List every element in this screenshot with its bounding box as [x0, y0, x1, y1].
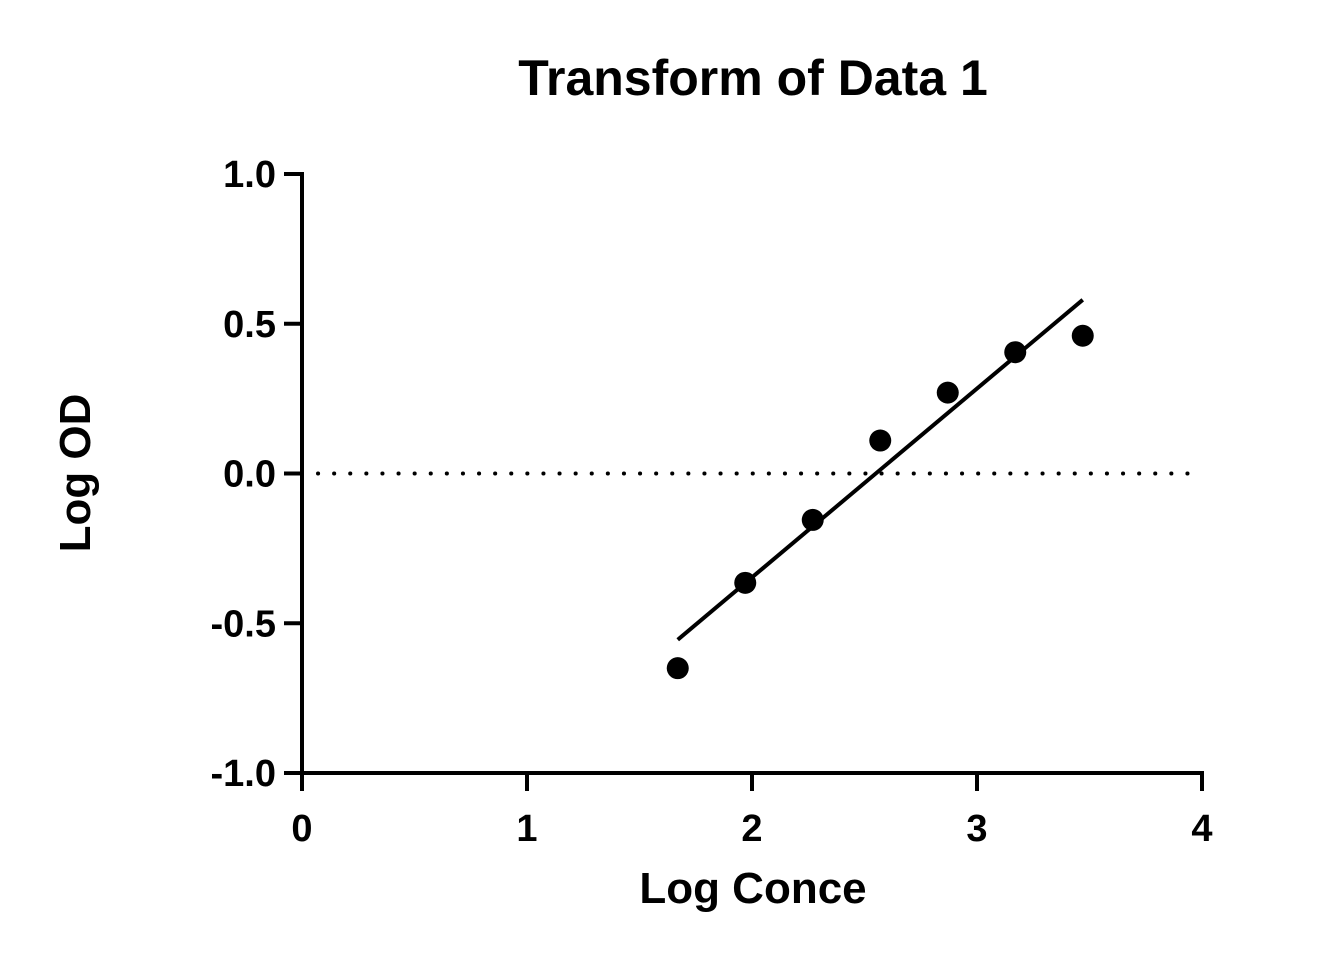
data-point	[869, 429, 892, 452]
y-tick-label: 1.0	[223, 154, 276, 196]
x-ticks: 0 1 2 3 4	[291, 773, 1213, 850]
data-point	[801, 508, 824, 531]
data-point	[734, 571, 757, 594]
y-ticks: 1.0 0.5 0.0 -0.5 -1.0	[211, 154, 302, 795]
x-tick-label: 0	[291, 808, 312, 850]
y-tick-label: 0.5	[223, 304, 276, 346]
x-tick-label: 4	[1191, 808, 1212, 850]
x-tick-label: 1	[516, 808, 537, 850]
chart-title: Transform of Data 1	[518, 50, 988, 106]
data-point	[936, 381, 959, 404]
data-point	[1004, 341, 1027, 364]
x-axis-label: Log Conce	[639, 864, 866, 913]
x-tick-label: 2	[741, 808, 762, 850]
data-points	[666, 324, 1094, 680]
y-tick-label: -1.0	[211, 753, 276, 795]
y-axis-label: Log OD	[51, 394, 100, 553]
data-point	[666, 657, 689, 680]
y-tick-label: 0.0	[223, 454, 276, 496]
data-point	[1071, 324, 1094, 347]
x-tick-label: 3	[966, 808, 987, 850]
y-tick-label: -0.5	[211, 603, 276, 645]
